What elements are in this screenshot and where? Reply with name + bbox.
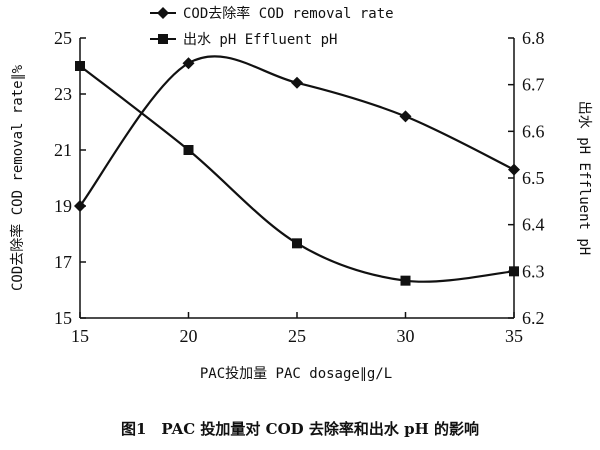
data-point-cod: [74, 200, 86, 212]
series-layer: [74, 55, 520, 286]
data-point-cod: [291, 76, 303, 89]
right-y-tick-label: 6.7: [522, 75, 545, 95]
right-y-tick-label: 6.5: [522, 168, 545, 188]
legend: COD去除率 COD removal rate 出水 pH Effluent p…: [150, 5, 394, 48]
left-y-tick-label: 17: [54, 252, 72, 272]
left-y-tick-label: 23: [54, 84, 72, 104]
x-tick-label: 35: [505, 326, 523, 346]
x-tick-label: 30: [397, 326, 415, 346]
right-y-tick-label: 6.3: [522, 261, 545, 281]
x-axis-title: PAC投加量 PAC dosage∥g/L: [200, 366, 392, 382]
legend-item-cod: COD去除率 COD removal rate: [150, 5, 394, 22]
left-y-tick-label: 15: [54, 308, 72, 328]
x-tick-label: 15: [71, 326, 89, 346]
left-y-axis-title: COD去除率 COD removal rate∥%: [9, 64, 26, 291]
figure-caption: 图1 PAC 投加量对 COD 去除率和出水 pH 的影响: [121, 420, 479, 438]
series-line-ph: [79, 65, 515, 283]
data-point-cod: [508, 163, 520, 176]
right-y-tick-label: 6.2: [522, 308, 545, 328]
data-point-ph: [183, 145, 194, 155]
data-point-ph: [509, 266, 519, 277]
right-y-axis-title: 出水 pH Effluent pH: [576, 101, 592, 255]
right-y-tick-label: 6.4: [522, 215, 545, 235]
legend-label-ph: 出水 pH Effluent pH: [183, 32, 337, 48]
legend-diamond-marker: [157, 7, 169, 19]
x-tick-label: 25: [288, 326, 306, 346]
tick-labels: 15 20 25 30 35 15 17 19 21 23 25 6.2 6.3 6.4 6.5 6.6 6.7…: [54, 28, 545, 346]
left-y-tick-label: 21: [54, 140, 72, 160]
right-y-tick-label: 6.6: [522, 121, 545, 141]
x-tick-label: 20: [180, 326, 198, 346]
right-y-tick-label: 6.8: [522, 28, 545, 48]
left-y-tick-label: 19: [54, 196, 72, 216]
left-y-tick-label: 25: [54, 28, 72, 48]
legend-item-ph: 出水 pH Effluent pH: [150, 32, 337, 48]
data-point-ph: [75, 61, 85, 71]
data-point-cod: [399, 110, 412, 123]
data-point-cod: [182, 57, 195, 70]
data-point-ph: [400, 275, 411, 286]
legend-label-cod: COD去除率 COD removal rate: [183, 5, 394, 22]
legend-square-marker: [158, 34, 168, 44]
data-point-ph: [292, 238, 302, 249]
